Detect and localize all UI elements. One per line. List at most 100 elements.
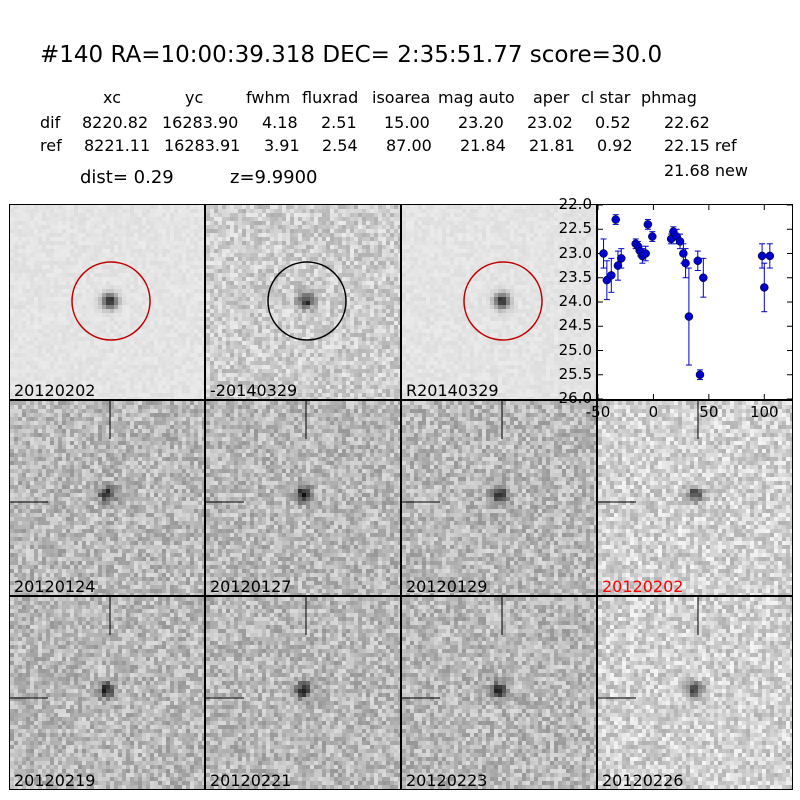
data-point [699,273,708,282]
cell: 8220.82 [82,113,148,133]
epoch-label: 20120202 [602,577,683,595]
cutout-image [10,205,204,399]
z-readout: z=9.9900 [230,167,318,189]
data-point [693,256,703,266]
aperture-circle [71,261,151,341]
epoch-label: 20120223 [406,771,487,789]
cutout-image [402,205,596,399]
epoch-label: 20120219 [14,771,95,789]
epoch-label: 20120127 [210,577,291,595]
col-header-xc: xc [103,88,121,108]
y-tick-label: 26.0 [552,390,592,406]
x-tick-label: 50 [689,404,729,420]
epoch-panel: 20120127 [205,400,401,596]
cell: 23.02 [527,113,573,133]
epoch-image [402,597,596,789]
cutout-label: R20140329 [406,381,499,399]
cell: 16283.91 [164,136,240,156]
epoch-panel: 20120129 [401,400,597,596]
epoch-panel: 20120219 [9,596,205,790]
col-header-isoarea: isoarea [372,88,430,108]
data-point [617,254,626,263]
dist-readout: dist= 0.29 [80,167,174,189]
cutout-panel: -20140329 [205,204,401,400]
epoch-label: 20120226 [602,771,683,789]
epoch-image [598,597,792,789]
x-tick-label: 100 [744,404,784,420]
data-point [695,370,705,379]
epoch-panel: 20120223 [401,596,597,790]
y-tick-label: 23.5 [552,269,592,285]
epoch-image [598,401,792,595]
epoch-label: 20120221 [210,771,291,789]
data-point [611,215,620,224]
col-header-yc: yc [185,88,203,108]
aperture-circle [267,261,347,341]
cell: 22.15 ref [664,136,737,156]
epoch-panel: 20120202 [597,400,793,596]
cell: 8221.11 [84,136,150,156]
cell: 23.20 [458,113,504,133]
cell: 0.52 [595,113,631,133]
col-header-cl-star: cl star [581,88,630,108]
data-point [641,249,650,258]
data-point [760,283,769,292]
cutout-panel: R20140329 [401,204,597,400]
cell: 21.84 [460,136,506,156]
cell: 4.18 [262,113,298,133]
y-tick-label: 23.0 [552,245,592,261]
aperture-circle [463,261,543,341]
row-label-dif: dif [40,113,60,133]
epoch-label: 20120129 [406,577,487,595]
epoch-image [402,401,596,595]
cell: 0.92 [597,136,633,156]
x-tick-label: -50 [578,404,618,420]
cell: 22.62 [664,113,710,133]
data-point [648,232,657,241]
y-tick-label: 22.0 [552,196,592,212]
epoch-panel: 20120221 [205,596,401,790]
cell: 16283.90 [162,113,238,133]
y-tick-label: 22.5 [552,220,592,236]
row-label-ref: ref [40,136,62,156]
data-point [765,251,775,261]
epoch-panel: 20120226 [597,596,793,790]
cutout-label: -20140329 [210,381,297,399]
col-header-fwhm: fwhm [246,88,290,108]
phmag-new: 21.68 new [664,161,748,181]
cutout-label: 20120202 [14,381,95,399]
cell: 21.81 [529,136,575,156]
cell: 2.51 [321,113,357,133]
cutout-image [206,205,400,399]
epoch-image [206,401,400,595]
data-point [643,220,653,229]
cell: 87.00 [386,136,432,156]
data-point [684,312,694,321]
y-tick-label: 25.0 [552,342,592,358]
data-point [757,251,767,261]
col-header-fluxrad: fluxrad [302,88,358,108]
data-point [607,271,616,280]
cell: 3.91 [264,136,300,156]
col-header-aper: aper [533,88,569,108]
data-point [679,249,688,258]
light-curve-plot [597,204,793,400]
epoch-image [206,597,400,789]
col-header-mag-auto: mag auto [438,88,515,108]
y-tick-label: 25.5 [552,366,592,382]
cell: 15.00 [384,113,430,133]
data-point [681,258,690,268]
epoch-panel: 20120124 [9,400,205,596]
light-curve-svg [597,204,792,400]
data-point [599,249,608,258]
epoch-image [10,401,204,595]
y-tick-label: 24.5 [552,317,592,333]
page-title: #140 RA=10:00:39.318 DEC= 2:35:51.77 sco… [40,40,662,70]
cell: 2.54 [322,136,358,156]
x-tick-label: 0 [633,404,673,420]
col-header-phmag: phmag [641,88,697,108]
y-tick-label: 24.0 [552,293,592,309]
cutout-panel: 20120202 [9,204,205,400]
epoch-label: 20120124 [14,577,95,595]
epoch-image [10,597,204,789]
